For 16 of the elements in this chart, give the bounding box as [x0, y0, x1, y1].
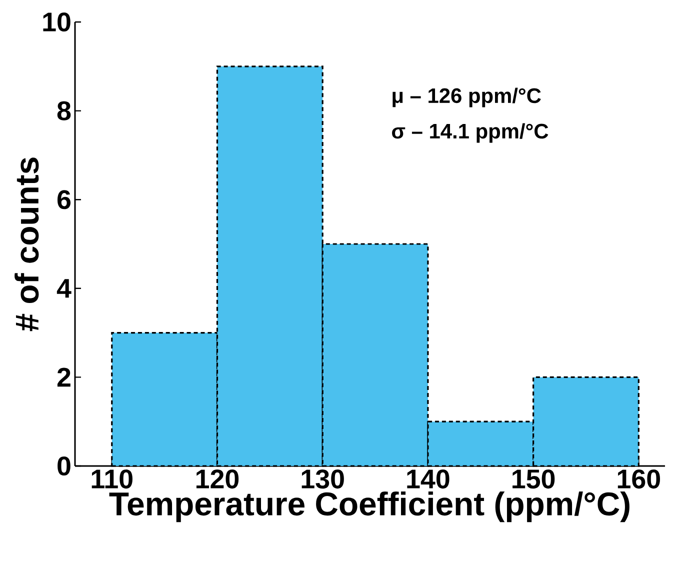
y-axis-title: # of counts	[14, 158, 39, 332]
y-tick-label: 4	[56, 279, 72, 298]
y-tick-label: 10	[43, 12, 70, 32]
x-tick-label: 120	[196, 470, 239, 489]
y-tick-label: 2	[57, 368, 70, 387]
annotation: μ – 126 ppm/°C	[392, 88, 541, 108]
y-tick-label: 8	[57, 101, 71, 120]
annotation: σ – 14.1 ppm/°C	[392, 123, 548, 143]
x-tick-label: 110	[92, 470, 132, 489]
x-tick-label: 150	[512, 470, 555, 489]
x-tick-label: 140	[407, 470, 450, 489]
x-axis-title: Temperature Coefficient (ppm/°C)	[109, 491, 630, 522]
x-tick-label: 160	[618, 470, 660, 489]
y-tick-label: 0	[58, 456, 70, 476]
y-tick-label: 6	[58, 190, 71, 210]
x-tick-label: 130	[302, 470, 344, 489]
